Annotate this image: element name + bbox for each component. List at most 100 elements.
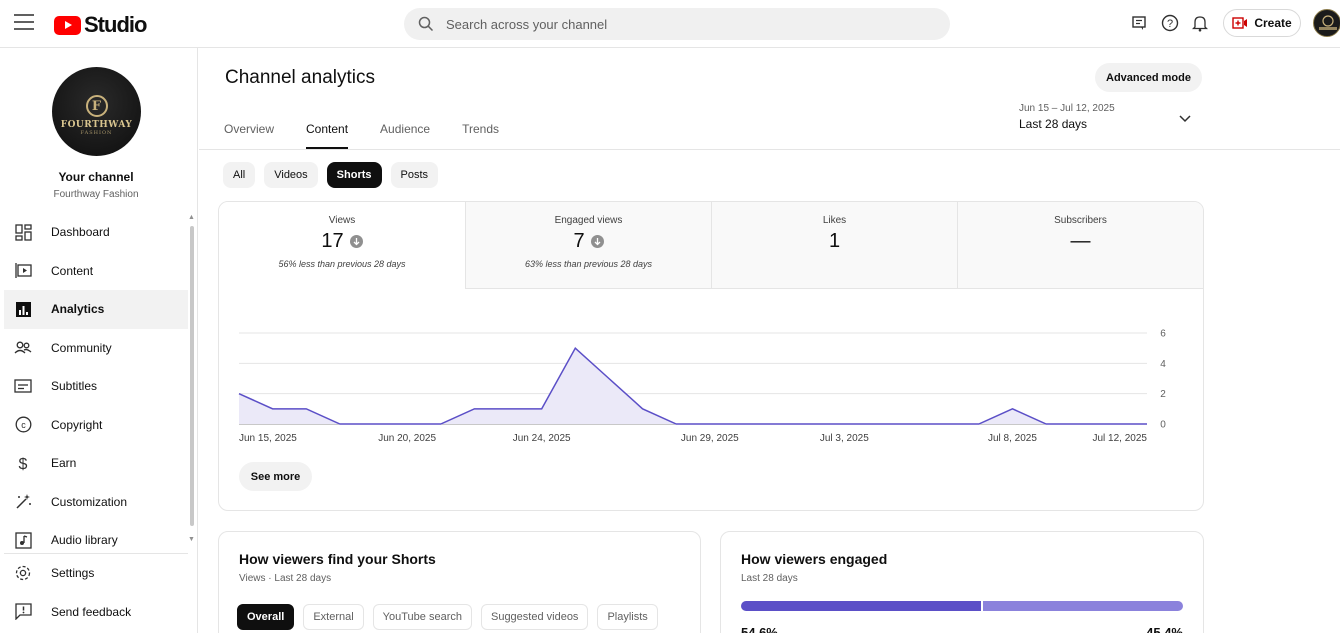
metric-subscribers[interactable]: Subscribers —: [957, 202, 1203, 289]
arrow-down-icon: [590, 235, 604, 248]
sidebar-item-audio-library[interactable]: Audio library: [4, 521, 188, 560]
engagement-card: How viewers engaged Last 28 days 54.6% 4…: [720, 531, 1204, 633]
analytics-icon: [14, 300, 32, 318]
channel-name: Fourthway Fashion: [53, 189, 139, 200]
chart-x-tick-label: Jun 29, 2025: [681, 433, 739, 444]
sidebar-item-customization[interactable]: Customization: [4, 483, 188, 522]
traffic-source-chips: Overall External YouTube search Suggeste…: [237, 604, 658, 630]
channel-avatar-name: FOURTHWAY: [60, 120, 133, 130]
sidebar-item-send-feedback[interactable]: Send feedback: [4, 593, 188, 632]
tab-content[interactable]: Content: [306, 112, 349, 149]
notifications-icon[interactable]: [1189, 12, 1211, 34]
metric-label: Likes: [822, 215, 847, 226]
chip-shorts[interactable]: Shorts: [326, 162, 382, 188]
chip-playlists[interactable]: Playlists: [597, 604, 658, 630]
traffic-sources-subtitle: Views · Last 28 days: [239, 573, 332, 584]
views-chart: 6 4 2 0 Jun 15, 2025 Jun 20, 2025 Jun 24, 2025…: [238, 329, 1166, 444]
chevron-down-icon: [1179, 115, 1191, 123]
svg-text:?: ?: [1167, 18, 1173, 30]
chip-videos[interactable]: Videos: [264, 162, 318, 188]
metric-label: Engaged views: [554, 215, 623, 226]
advanced-mode-button[interactable]: Advanced mode: [1095, 63, 1202, 92]
metric-likes[interactable]: Likes 1: [711, 202, 957, 289]
see-more-button[interactable]: See more: [239, 462, 312, 491]
sidebar-item-content[interactable]: Content: [4, 252, 188, 291]
arrow-down-icon: [349, 235, 363, 248]
help-icon[interactable]: ?: [1159, 12, 1181, 34]
content-icon: [14, 262, 32, 280]
date-range-label: Last 28 days: [1019, 117, 1088, 131]
channel-avatar[interactable]: F FOURTHWAY FASHION: [52, 67, 141, 156]
chart-area: [239, 348, 1147, 424]
subtitles-icon: [14, 377, 32, 395]
chip-suggested-videos[interactable]: Suggested videos: [480, 604, 589, 630]
sidebar-item-label: Send feedback: [51, 604, 132, 619]
engagement-bar: [741, 601, 1183, 611]
sidebar-nav: Dashboard Content Analytics Community Su…: [4, 213, 188, 560]
tab-audience[interactable]: Audience: [380, 122, 431, 136]
metric-value-row: 17: [219, 230, 465, 253]
chip-all[interactable]: All: [223, 162, 256, 188]
sidebar-item-label: Content: [51, 263, 94, 278]
community-icon: [14, 339, 32, 357]
your-channel-label: Your channel: [58, 170, 134, 184]
date-range-dates: Jun 15 – Jul 12, 2025: [1019, 103, 1115, 114]
chip-youtube-search[interactable]: YouTube search: [372, 604, 472, 630]
sidebar-item-dashboard[interactable]: Dashboard: [4, 213, 188, 252]
metric-views[interactable]: Views 17 56% less than previous 28 days: [219, 202, 465, 289]
sidebar-item-label: Analytics: [51, 302, 105, 317]
sidebar-item-label: Copyright: [51, 417, 103, 432]
top-bar: Studio Search across your channel ? Crea…: [0, 0, 1340, 48]
scroll-up-arrow[interactable]: ▲: [188, 214, 195, 221]
metric-label: Views: [328, 215, 356, 226]
comments-icon[interactable]: [1128, 12, 1150, 34]
svg-text:c: c: [21, 420, 26, 430]
sidebar-item-subtitles[interactable]: Subtitles: [4, 367, 188, 406]
account-avatar[interactable]: [1313, 9, 1340, 37]
sidebar-item-settings[interactable]: Settings: [4, 554, 188, 593]
header-divider: [199, 149, 1340, 150]
search-bar[interactable]: Search across your channel: [404, 8, 950, 40]
date-range-selector[interactable]: Jun 15 – Jul 12, 2025 Last 28 days: [1019, 103, 1199, 131]
metric-engaged-views[interactable]: Engaged views 7 63% less than previous 2…: [465, 202, 711, 289]
create-button[interactable]: Create: [1223, 9, 1301, 37]
tab-trends[interactable]: Trends: [462, 122, 499, 136]
sidebar-item-community[interactable]: Community: [4, 329, 188, 368]
metric-value: 1: [828, 230, 841, 252]
sidebar-item-label: Audio library: [51, 533, 118, 548]
metric-tabs: Views 17 56% less than previous 28 days …: [219, 202, 1203, 289]
sidebar-item-label: Subtitles: [51, 379, 98, 394]
engagement-percent-b: 45.4%: [1146, 625, 1183, 633]
sidebar-item-copyright[interactable]: c Copyright: [4, 406, 188, 445]
youtube-logo-icon: [54, 15, 81, 35]
menu-icon[interactable]: [14, 14, 34, 32]
settings-icon: [14, 564, 32, 582]
chip-posts[interactable]: Posts: [390, 162, 439, 188]
chart-x-tick-label: Jun 24, 2025: [513, 433, 571, 444]
engagement-title: How viewers engaged: [741, 551, 888, 567]
tab-overview[interactable]: Overview: [224, 122, 275, 136]
create-label: Create: [1254, 16, 1292, 30]
metric-note: 63% less than previous 28 days: [524, 259, 653, 269]
scroll-down-arrow[interactable]: ▼: [188, 536, 195, 543]
sidebar-item-label: Earn: [51, 456, 77, 471]
sidebar-item-label: Customization: [51, 494, 128, 509]
sidebar-scrollbar[interactable]: [190, 226, 194, 526]
search-input[interactable]: Search across your channel: [446, 16, 608, 32]
metric-note: 56% less than previous 28 days: [278, 259, 406, 269]
sidebar-item-analytics[interactable]: Analytics: [4, 290, 188, 329]
chip-external[interactable]: External: [303, 604, 364, 630]
sidebar-item-earn[interactable]: $ Earn: [4, 444, 188, 483]
chart-x-tick-label: Jul 3, 2025: [820, 433, 869, 444]
chart-x-tick-label: Jul 12, 2025: [1093, 433, 1148, 444]
metric-label: Subscribers: [1054, 215, 1107, 226]
engagement-bar-segment-b: [983, 601, 1183, 611]
chip-overall[interactable]: Overall: [237, 604, 295, 630]
studio-logo[interactable]: Studio: [54, 12, 147, 38]
page-title: Channel analytics: [225, 67, 375, 88]
traffic-sources-card: How viewers find your Shorts Views · Las…: [218, 531, 701, 633]
chart-y-tick-label: 0: [1160, 420, 1166, 431]
metric-value: 7: [573, 230, 585, 252]
sidebar-item-label: Dashboard: [51, 225, 110, 240]
earn-icon: $: [14, 454, 32, 472]
